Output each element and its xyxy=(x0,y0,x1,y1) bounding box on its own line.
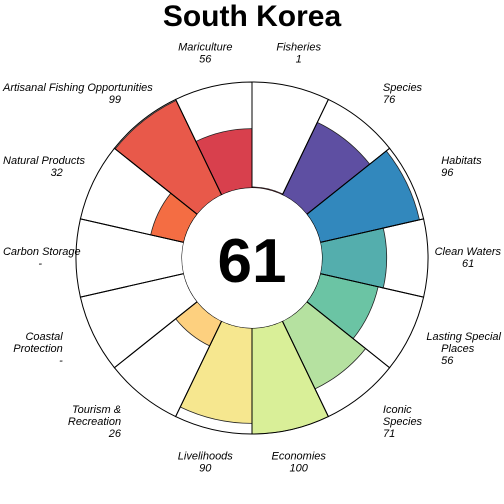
goal-score-natural-products: 32 xyxy=(51,167,63,179)
goal-label-fisheries: Fisheries xyxy=(276,41,321,53)
goal-label-tourism-recreation: Tourism & xyxy=(72,404,121,416)
goal-score-coastal-protection: - xyxy=(59,355,63,367)
center-circle xyxy=(182,188,322,328)
goal-label-coastal-protection: Protection xyxy=(13,343,63,355)
chart-title: South Korea xyxy=(163,0,342,33)
goal-score-species: 76 xyxy=(383,94,396,106)
goal-label-coastal-protection: Coastal xyxy=(25,331,63,343)
center-score: 61 xyxy=(218,227,287,296)
goal-label-lasting-special-places: Places xyxy=(441,343,475,355)
goal-score-artisanal-fishing-opportunities: 99 xyxy=(109,94,121,106)
goal-label-clean-waters: Clean Waters xyxy=(435,246,502,258)
goal-score-mariculture: 56 xyxy=(199,53,212,65)
goal-score-livelihoods: 90 xyxy=(199,463,212,475)
goal-label-carbon-storage: Carbon Storage xyxy=(3,246,81,258)
goal-label-artisanal-fishing-opportunities: Artisanal Fishing Opportunities xyxy=(2,82,153,94)
goal-label-habitats: Habitats xyxy=(441,155,482,167)
goal-score-economies: 100 xyxy=(290,463,309,475)
goal-score-fisheries: 1 xyxy=(296,53,302,65)
goal-label-tourism-recreation: Recreation xyxy=(68,416,121,428)
goal-label-livelihoods: Livelihoods xyxy=(178,451,234,463)
petal-livelihoods xyxy=(179,320,253,424)
goal-score-carbon-storage: - xyxy=(38,258,42,270)
goal-label-mariculture: Mariculture xyxy=(178,41,232,53)
goal-label-species: Species xyxy=(383,82,423,94)
goal-score-lasting-special-places: 56 xyxy=(441,355,454,367)
goal-label-iconic-species: Iconic xyxy=(383,404,412,416)
goal-label-economies: Economies xyxy=(271,451,326,463)
goal-score-tourism-recreation: 26 xyxy=(108,428,122,440)
goal-score-iconic-species: 71 xyxy=(383,428,395,440)
goal-label-lasting-special-places: Lasting Special xyxy=(426,331,501,343)
goal-score-habitats: 96 xyxy=(441,167,454,179)
goal-label-natural-products: Natural Products xyxy=(3,155,85,167)
goal-label-iconic-species: Species xyxy=(383,416,423,428)
goal-score-clean-waters: 61 xyxy=(462,258,474,270)
